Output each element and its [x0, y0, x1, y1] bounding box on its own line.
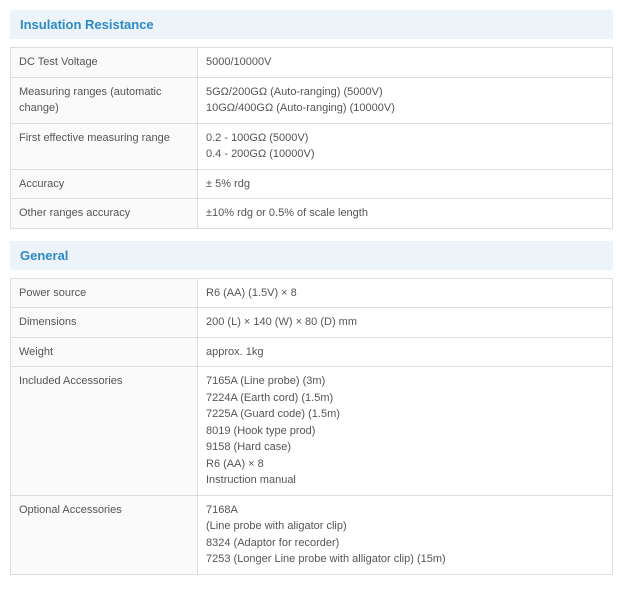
value-line: Instruction manual — [206, 472, 604, 489]
table-insulation: DC Test Voltage 5000/10000V Measuring ra… — [10, 47, 613, 229]
cell-value: 5GΩ/200GΩ (Auto-ranging) (5000V) 10GΩ/40… — [198, 77, 613, 123]
value-line: 9158 (Hard case) — [206, 439, 604, 456]
cell-label: Dimensions — [11, 308, 198, 338]
cell-label: Accuracy — [11, 169, 198, 199]
table-row: Other ranges accuracy ±10% rdg or 0.5% o… — [11, 199, 613, 229]
cell-label: Optional Accessories — [11, 495, 198, 574]
value-line: 10GΩ/400GΩ (Auto-ranging) (10000V) — [206, 100, 604, 117]
table-row: Optional Accessories 7168A (Line probe w… — [11, 495, 613, 574]
value-line: R6 (AA) × 8 — [206, 456, 604, 473]
value-line: 8019 (Hook type prod) — [206, 423, 604, 440]
value-line: 0.2 - 100GΩ (5000V) — [206, 130, 604, 147]
cell-label: Other ranges accuracy — [11, 199, 198, 229]
cell-label: Included Accessories — [11, 367, 198, 496]
value-line: ±10% rdg or 0.5% of scale length — [206, 205, 604, 222]
cell-label: DC Test Voltage — [11, 48, 198, 78]
table-row: Power source R6 (AA) (1.5V) × 8 — [11, 278, 613, 308]
value-line: 7224A (Earth cord) (1.5m) — [206, 390, 604, 407]
table-row: Weight approx. 1kg — [11, 337, 613, 367]
cell-value: 7168A (Line probe with aligator clip) 83… — [198, 495, 613, 574]
value-line: 200 (L) × 140 (W) × 80 (D) mm — [206, 314, 604, 331]
cell-value: 7165A (Line probe) (3m) 7224A (Earth cor… — [198, 367, 613, 496]
value-line: 0.4 - 200GΩ (10000V) — [206, 146, 604, 163]
table-row: Measuring ranges (automatic change) 5GΩ/… — [11, 77, 613, 123]
value-line: ± 5% rdg — [206, 176, 604, 193]
cell-label: First effective measuring range — [11, 123, 198, 169]
cell-value: R6 (AA) (1.5V) × 8 — [198, 278, 613, 308]
value-line: 7253 (Longer Line probe with alligator c… — [206, 551, 604, 568]
cell-value: 200 (L) × 140 (W) × 80 (D) mm — [198, 308, 613, 338]
table-row: First effective measuring range 0.2 - 10… — [11, 123, 613, 169]
cell-value: ± 5% rdg — [198, 169, 613, 199]
value-line: R6 (AA) (1.5V) × 8 — [206, 285, 604, 302]
cell-label: Power source — [11, 278, 198, 308]
value-line: 5000/10000V — [206, 54, 604, 71]
table-row: Included Accessories 7165A (Line probe) … — [11, 367, 613, 496]
value-line: 7225A (Guard code) (1.5m) — [206, 406, 604, 423]
table-row: Accuracy ± 5% rdg — [11, 169, 613, 199]
cell-value: approx. 1kg — [198, 337, 613, 367]
cell-label: Measuring ranges (automatic change) — [11, 77, 198, 123]
cell-value: 0.2 - 100GΩ (5000V) 0.4 - 200GΩ (10000V) — [198, 123, 613, 169]
value-line: 7165A (Line probe) (3m) — [206, 373, 604, 390]
value-line: 5GΩ/200GΩ (Auto-ranging) (5000V) — [206, 84, 604, 101]
table-general: Power source R6 (AA) (1.5V) × 8 Dimensio… — [10, 278, 613, 575]
table-row: Dimensions 200 (L) × 140 (W) × 80 (D) mm — [11, 308, 613, 338]
cell-value: 5000/10000V — [198, 48, 613, 78]
value-line: 7168A — [206, 502, 604, 519]
cell-label: Weight — [11, 337, 198, 367]
value-line: (Line probe with aligator clip) — [206, 518, 604, 535]
table-row: DC Test Voltage 5000/10000V — [11, 48, 613, 78]
value-line: 8324 (Adaptor for recorder) — [206, 535, 604, 552]
value-line: approx. 1kg — [206, 344, 604, 361]
section-header-insulation: Insulation Resistance — [10, 10, 613, 39]
cell-value: ±10% rdg or 0.5% of scale length — [198, 199, 613, 229]
section-header-general: General — [10, 241, 613, 270]
